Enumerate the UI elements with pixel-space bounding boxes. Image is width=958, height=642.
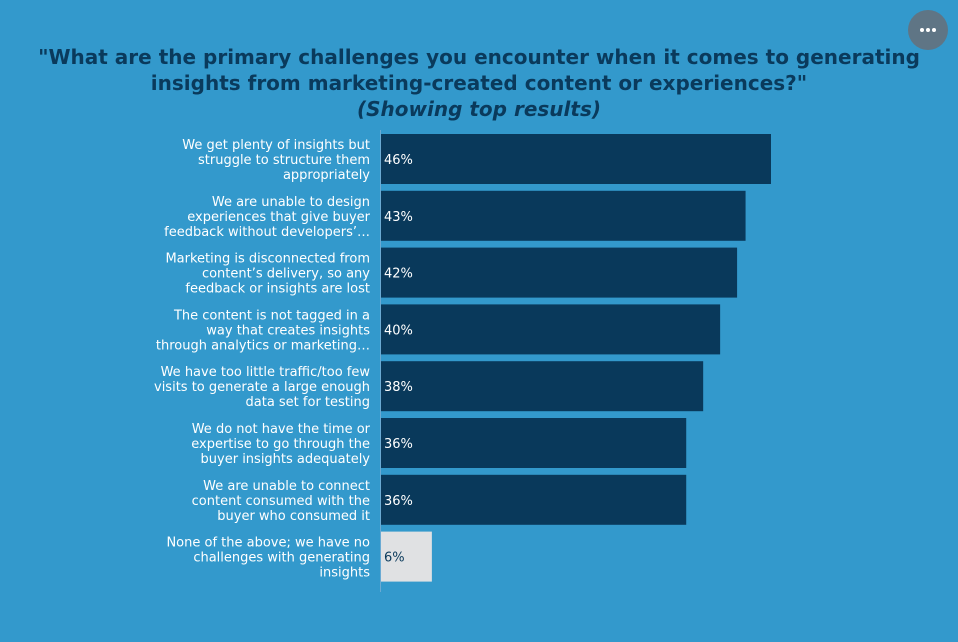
category-label-line: struggle to structure them <box>198 153 370 168</box>
bar-value-label: 43% <box>384 210 413 225</box>
category-label-line: visits to generate a large enough <box>154 380 370 395</box>
category-label: We are unable to connect content consumed… <box>192 479 370 524</box>
bar[interactable] <box>381 531 432 582</box>
bar[interactable] <box>381 247 738 298</box>
category-label-line: challenges with generating <box>193 551 370 566</box>
category-label-line: The content is not tagged in a <box>173 308 370 323</box>
category-label-line: data set for testing <box>246 395 371 410</box>
category-label-line: expertise to go through the <box>191 437 370 452</box>
category-label-line: None of the above; we have no <box>166 536 370 551</box>
chart-title: "What are the primary challenges you enc… <box>0 44 958 122</box>
category-label-line: feedback without developers’… <box>164 225 370 240</box>
bar-value-label: 36% <box>384 494 413 509</box>
category-label-line: buyer insights adequately <box>201 452 371 467</box>
category-label-line: buyer who consumed it <box>217 509 370 524</box>
bar[interactable] <box>381 361 704 412</box>
bar-value-label: 40% <box>384 323 413 338</box>
chart-subtitle: (Showing top results) <box>357 97 601 121</box>
category-label-line: appropriately <box>283 168 370 183</box>
bar[interactable] <box>381 474 687 525</box>
bar-value-label: 42% <box>384 267 413 282</box>
bar[interactable] <box>381 134 771 184</box>
category-label-line: We are unable to connect <box>203 479 370 494</box>
category-label-line: insights <box>319 566 370 581</box>
category-label-line: Marketing is disconnected from <box>165 252 370 267</box>
category-label: We are unable to design experiences that … <box>164 195 371 240</box>
chart-title-text: "What are the primary challenges you enc… <box>38 45 920 95</box>
category-label: We have too little traffic/too few visits… <box>154 365 370 410</box>
category-label-line: feedback or insights are lost <box>185 282 370 297</box>
category-label: Marketing is disconnected from content’s … <box>165 252 370 297</box>
more-options-button[interactable] <box>908 10 948 50</box>
category-label: None of the above; we have no challenges … <box>166 536 370 581</box>
category-label-line: experiences that give buyer <box>187 210 370 225</box>
bar-value-label: 46% <box>384 153 413 168</box>
more-horizontal-icon-dot <box>926 28 930 32</box>
bar[interactable] <box>381 304 721 355</box>
bar-value-label: 6% <box>384 551 405 566</box>
category-label-line: way that creates insights <box>206 323 370 338</box>
category-label-line: content consumed with the <box>192 494 370 509</box>
category-label-line: content’s delivery, so any <box>202 267 370 282</box>
category-label-line: We get plenty of insights but <box>182 138 370 153</box>
category-label-line: We are unable to design <box>212 195 370 210</box>
more-horizontal-icon <box>920 28 924 32</box>
category-label-line: We have too little traffic/too few <box>161 365 371 380</box>
category-label: We do not have the time or expertise to g… <box>191 422 370 467</box>
bar[interactable] <box>381 190 746 241</box>
category-label: The content is not tagged in a way that c… <box>156 308 370 353</box>
more-horizontal-icon-dot <box>932 28 936 32</box>
category-label-line: through analytics or marketing… <box>156 338 370 353</box>
bar-value-label: 38% <box>384 380 413 395</box>
bar[interactable] <box>381 418 687 468</box>
category-label: We get plenty of insights but struggle to… <box>182 138 370 183</box>
category-label-line: We do not have the time or <box>192 422 371 437</box>
bar-value-label: 36% <box>384 437 413 452</box>
